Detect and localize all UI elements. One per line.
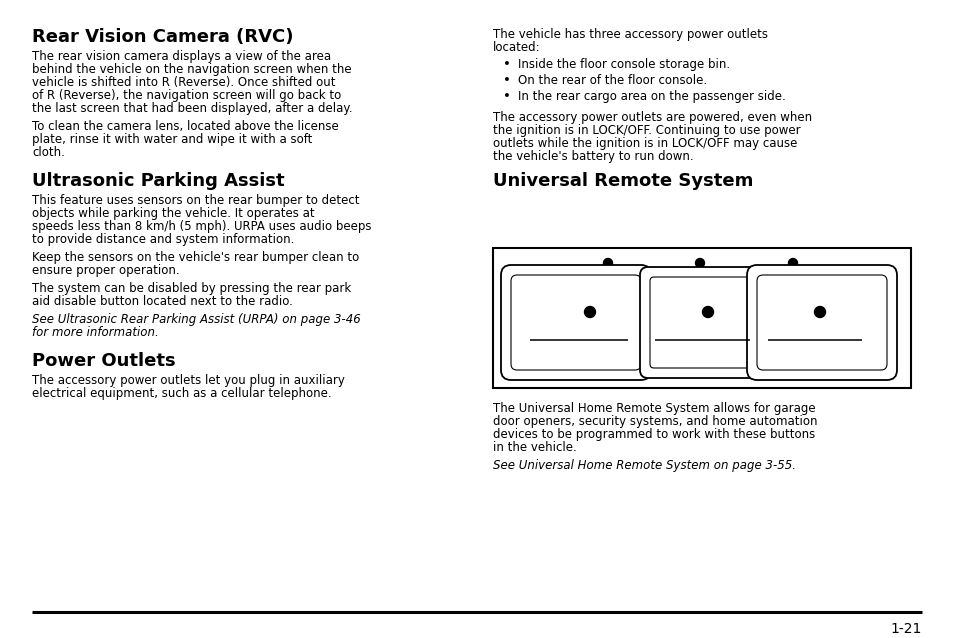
Text: •: • (502, 58, 511, 71)
Text: speeds less than 8 km/h (5 mph). URPA uses audio beeps: speeds less than 8 km/h (5 mph). URPA us… (32, 220, 371, 233)
Circle shape (701, 306, 713, 318)
Text: the vehicle's battery to run down.: the vehicle's battery to run down. (493, 150, 693, 163)
Text: 1-21: 1-21 (890, 622, 921, 636)
Text: Inside the floor console storage bin.: Inside the floor console storage bin. (517, 58, 729, 71)
Text: the last screen that had been displayed, after a delay.: the last screen that had been displayed,… (32, 102, 352, 115)
Text: The system can be disabled by pressing the rear park: The system can be disabled by pressing t… (32, 282, 351, 295)
Text: for more information.: for more information. (32, 326, 158, 339)
Circle shape (814, 306, 824, 318)
Circle shape (788, 258, 797, 267)
Circle shape (584, 306, 595, 318)
Text: in the vehicle.: in the vehicle. (493, 441, 577, 454)
Text: ensure proper operation.: ensure proper operation. (32, 264, 179, 277)
Circle shape (695, 258, 703, 267)
Text: The vehicle has three accessory power outlets: The vehicle has three accessory power ou… (493, 28, 767, 41)
FancyBboxPatch shape (649, 277, 753, 368)
Text: •: • (502, 90, 511, 103)
Text: plate, rinse it with water and wipe it with a soft: plate, rinse it with water and wipe it w… (32, 133, 312, 146)
Text: objects while parking the vehicle. It operates at: objects while parking the vehicle. It op… (32, 207, 314, 220)
Text: To clean the camera lens, located above the license: To clean the camera lens, located above … (32, 120, 338, 133)
Circle shape (603, 258, 612, 267)
Text: door openers, security systems, and home automation: door openers, security systems, and home… (493, 415, 817, 428)
Text: devices to be programmed to work with these buttons: devices to be programmed to work with th… (493, 428, 815, 441)
Text: electrical equipment, such as a cellular telephone.: electrical equipment, such as a cellular… (32, 387, 332, 400)
Text: behind the vehicle on the navigation screen when the: behind the vehicle on the navigation scr… (32, 63, 352, 76)
Text: outlets while the ignition is in LOCK/OFF may cause: outlets while the ignition is in LOCK/OF… (493, 137, 797, 150)
Text: The accessory power outlets let you plug in auxiliary: The accessory power outlets let you plug… (32, 374, 345, 387)
Text: Keep the sensors on the vehicle's rear bumper clean to: Keep the sensors on the vehicle's rear b… (32, 251, 359, 264)
Text: cloth.: cloth. (32, 146, 65, 159)
Text: Ultrasonic Parking Assist: Ultrasonic Parking Assist (32, 172, 284, 190)
Text: Power Outlets: Power Outlets (32, 352, 175, 370)
FancyBboxPatch shape (746, 265, 896, 380)
Text: •: • (502, 74, 511, 87)
FancyBboxPatch shape (639, 267, 763, 378)
Text: to provide distance and system information.: to provide distance and system informati… (32, 233, 294, 246)
Text: the ignition is in LOCK/OFF. Continuing to use power: the ignition is in LOCK/OFF. Continuing … (493, 124, 800, 137)
Text: The accessory power outlets are powered, even when: The accessory power outlets are powered,… (493, 111, 811, 124)
FancyBboxPatch shape (757, 275, 886, 370)
Text: Universal Remote System: Universal Remote System (493, 172, 753, 190)
Text: In the rear cargo area on the passenger side.: In the rear cargo area on the passenger … (517, 90, 785, 103)
Text: of R (Reverse), the navigation screen will go back to: of R (Reverse), the navigation screen wi… (32, 89, 341, 102)
Text: The Universal Home Remote System allows for garage: The Universal Home Remote System allows … (493, 402, 815, 415)
Text: On the rear of the floor console.: On the rear of the floor console. (517, 74, 706, 87)
FancyBboxPatch shape (511, 275, 640, 370)
Text: See Universal Home Remote System on page 3-55.: See Universal Home Remote System on page… (493, 459, 795, 472)
Bar (493, 248, 910, 388)
FancyBboxPatch shape (500, 265, 650, 380)
Text: located:: located: (493, 41, 540, 54)
Text: Rear Vision Camera (RVC): Rear Vision Camera (RVC) (32, 28, 294, 46)
Text: vehicle is shifted into R (Reverse). Once shifted out: vehicle is shifted into R (Reverse). Onc… (32, 76, 335, 89)
Text: See Ultrasonic Rear Parking Assist (URPA) on page 3-46: See Ultrasonic Rear Parking Assist (URPA… (32, 313, 360, 326)
Text: This feature uses sensors on the rear bumper to detect: This feature uses sensors on the rear bu… (32, 194, 359, 207)
Text: aid disable button located next to the radio.: aid disable button located next to the r… (32, 295, 293, 308)
Text: The rear vision camera displays a view of the area: The rear vision camera displays a view o… (32, 50, 331, 63)
